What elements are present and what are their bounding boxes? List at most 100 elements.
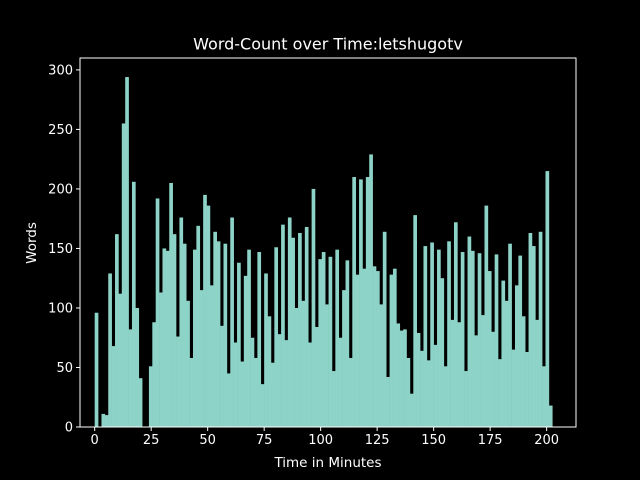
bar (182, 243, 187, 427)
bar (443, 366, 448, 427)
bar (413, 215, 417, 427)
bar (213, 231, 218, 427)
x-axis: 0 25 50 75 100 125 150 175 200 (91, 427, 559, 448)
bar (440, 278, 445, 427)
chart-title: Word-Count over Time:letshugotv (193, 35, 463, 54)
bar (247, 249, 251, 427)
bar (504, 300, 509, 427)
bar (416, 332, 421, 427)
bar (369, 154, 373, 427)
bar (491, 331, 495, 427)
bar (209, 285, 214, 427)
axes-frame (79, 57, 577, 428)
bar (199, 290, 204, 427)
bar (450, 319, 455, 427)
bar (257, 252, 262, 427)
x-tick-label: 175 (478, 433, 503, 448)
bar (264, 273, 268, 427)
bar (304, 227, 309, 427)
bar (179, 217, 184, 427)
bar (389, 274, 394, 427)
bar (152, 322, 156, 427)
bar (423, 246, 428, 427)
bar (189, 357, 194, 427)
bar (162, 248, 167, 427)
bar (138, 378, 143, 427)
bar (294, 307, 299, 427)
bar (240, 361, 245, 427)
bar (437, 249, 441, 427)
bar (386, 377, 390, 427)
bar (514, 285, 519, 427)
bar (342, 290, 346, 427)
bar (325, 304, 329, 427)
bar (545, 171, 550, 427)
bar (203, 194, 207, 427)
bar (230, 217, 234, 427)
bar (430, 242, 434, 427)
bar (104, 415, 109, 427)
bar (403, 329, 407, 427)
bar (121, 123, 126, 427)
bar (382, 231, 387, 427)
bar (253, 357, 258, 427)
bar (331, 371, 336, 427)
bar (372, 266, 377, 427)
bar (301, 300, 306, 427)
bar (335, 249, 340, 427)
bar (501, 280, 506, 427)
y-tick-label: 0 (65, 421, 73, 436)
x-tick-label: 150 (421, 433, 446, 448)
bar (311, 188, 316, 427)
bar (233, 342, 238, 427)
y-tick-label: 250 (48, 123, 73, 138)
y-tick-label: 300 (48, 63, 73, 78)
bar (274, 247, 279, 427)
bar (498, 359, 502, 427)
bar (548, 405, 553, 427)
bar (494, 254, 499, 427)
bar (355, 274, 360, 427)
bar (470, 250, 475, 427)
bar (250, 337, 255, 427)
x-tick-label: 25 (143, 433, 160, 448)
bar (511, 349, 516, 427)
bar (464, 371, 468, 427)
bar (118, 293, 123, 427)
bar (521, 316, 526, 427)
bar (518, 255, 523, 427)
bar (135, 307, 140, 427)
y-axis: 0 50 100 150 200 250 300 (48, 63, 80, 436)
bar (321, 252, 326, 427)
bar (148, 366, 153, 427)
bar (270, 362, 275, 427)
bar (345, 260, 350, 427)
bar (260, 384, 265, 427)
x-axis-label: Time in Minutes (273, 455, 381, 471)
bar-series (94, 77, 553, 427)
bar (169, 182, 173, 427)
x-tick-label: 200 (534, 433, 559, 448)
bar (284, 340, 289, 427)
bar (409, 393, 414, 427)
bar (165, 250, 170, 427)
bar (406, 357, 411, 427)
bar (365, 177, 370, 427)
x-tick-label: 125 (365, 433, 390, 448)
bar (379, 304, 384, 427)
bar (487, 271, 492, 427)
bar (467, 236, 472, 427)
bar (362, 268, 367, 427)
bar (528, 232, 533, 427)
bar (291, 237, 295, 427)
bar (277, 334, 282, 427)
bar (328, 256, 333, 427)
bar (484, 205, 489, 427)
x-tick-label: 50 (199, 433, 216, 448)
bar (298, 232, 302, 427)
bar (352, 177, 356, 427)
bar (94, 312, 99, 427)
bar (111, 346, 116, 427)
bar (223, 243, 228, 427)
bar (220, 325, 224, 427)
